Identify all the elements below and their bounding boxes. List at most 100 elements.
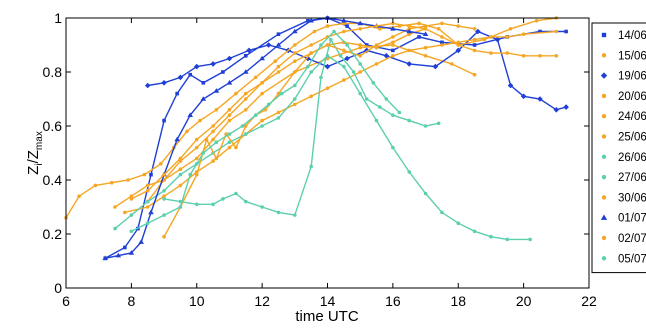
series-layer <box>64 15 569 261</box>
y-tick-label: 0.2 <box>43 226 63 242</box>
data-point <box>417 21 421 26</box>
x-tick-label: 14 <box>320 293 336 309</box>
data-point <box>266 102 271 107</box>
data-point <box>113 226 117 231</box>
data-point <box>472 229 477 234</box>
data-point <box>174 136 180 142</box>
data-point <box>178 156 183 161</box>
data-point <box>260 118 264 123</box>
data-point <box>357 20 363 26</box>
data-point <box>226 80 233 85</box>
legend-label: 01/07 <box>618 213 646 225</box>
data-point <box>113 205 117 209</box>
data-point <box>391 21 395 26</box>
data-point <box>390 26 396 31</box>
data-point <box>293 70 297 74</box>
data-point <box>198 118 202 123</box>
data-point <box>149 172 153 177</box>
data-point <box>309 70 313 74</box>
data-point <box>422 31 429 36</box>
legend-marker <box>601 32 607 38</box>
data-point <box>214 156 219 161</box>
data-point <box>253 113 258 117</box>
data-point <box>243 91 248 96</box>
data-point <box>455 47 462 54</box>
data-point <box>538 54 542 58</box>
data-point <box>494 36 501 43</box>
data-point <box>553 107 560 113</box>
data-point <box>276 210 281 215</box>
data-point <box>194 137 199 142</box>
data-point <box>378 105 382 109</box>
data-point <box>423 45 428 50</box>
data-point <box>293 83 297 88</box>
data-point <box>201 151 206 155</box>
data-point <box>423 27 428 31</box>
data-point <box>325 54 330 58</box>
legend-item: 02/07 <box>601 233 646 245</box>
data-point <box>358 27 362 31</box>
data-point <box>358 62 362 66</box>
data-point <box>374 24 379 28</box>
data-point <box>260 124 264 128</box>
data-point <box>129 213 134 217</box>
y-tick-label: 0 <box>54 280 62 296</box>
data-point <box>234 191 238 196</box>
data-point <box>243 124 248 128</box>
data-point <box>332 29 336 34</box>
legend-label: 25/06 <box>618 132 646 144</box>
x-tick-label: 20 <box>516 293 532 309</box>
data-point <box>276 32 281 36</box>
data-point <box>115 252 122 258</box>
data-point <box>276 116 281 120</box>
data-point <box>308 17 314 23</box>
data-point <box>227 113 232 117</box>
legend-marker <box>601 174 607 180</box>
data-point <box>563 104 569 110</box>
data-point <box>145 221 150 225</box>
data-point <box>374 118 379 123</box>
data-point <box>211 129 215 134</box>
series-30-06 <box>162 21 477 239</box>
data-point <box>345 43 349 47</box>
data-point <box>371 81 376 85</box>
data-point <box>242 69 249 74</box>
data-point <box>276 91 281 96</box>
data-point <box>342 64 346 69</box>
data-point <box>521 54 526 58</box>
data-point <box>292 28 298 34</box>
data-point <box>162 194 166 198</box>
data-point <box>177 74 184 81</box>
legend-marker <box>601 114 607 119</box>
legend-item: 27/06 <box>601 172 646 184</box>
legend-label: 15/06 <box>618 50 646 62</box>
data-point <box>456 43 461 47</box>
series-05-07 <box>129 29 402 234</box>
axis-layer: 6 8 10 12 14 16 18 20 22 0 0.2 0.4 0.6 0.8 1 <box>43 10 597 309</box>
series-line <box>124 30 557 214</box>
legend-item: 20/06 <box>601 91 646 103</box>
legend: 14/06 15/06 19/06 20/06 24/06 25/06 26/06 27/06… <box>591 22 646 274</box>
legend-label: 05/07 <box>618 253 646 265</box>
data-point <box>319 75 323 80</box>
data-point <box>489 234 493 239</box>
data-point <box>243 199 248 204</box>
data-point <box>456 40 461 45</box>
data-point <box>187 112 194 117</box>
data-point <box>391 35 395 39</box>
data-point <box>148 209 154 215</box>
data-point <box>472 48 477 53</box>
data-point <box>508 27 513 31</box>
data-point <box>279 91 284 96</box>
data-point <box>342 78 346 82</box>
y-tick-label: 0.8 <box>43 64 63 80</box>
data-point <box>246 47 252 54</box>
legend-label: 30/06 <box>618 192 646 204</box>
data-point <box>364 43 369 47</box>
x-tick-label: 16 <box>385 293 401 309</box>
data-point <box>194 156 199 161</box>
data-point <box>102 255 109 261</box>
data-point <box>77 194 81 198</box>
data-point <box>338 54 343 58</box>
